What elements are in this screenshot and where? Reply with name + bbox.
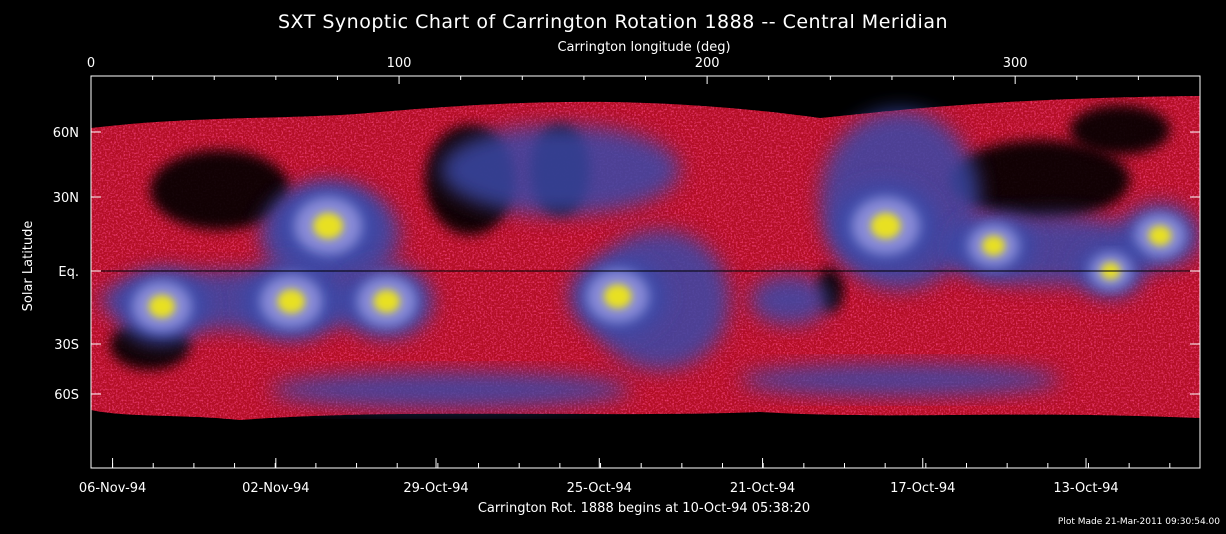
top-tick-label: 100 <box>387 56 412 71</box>
diffuse-region <box>750 275 830 325</box>
bottom-tick-label: 13-Oct-94 <box>1053 481 1118 496</box>
bottom-tick-label: 21-Oct-94 <box>730 481 795 496</box>
top-tick-label: 200 <box>695 56 720 71</box>
bottom-tick-label: 25-Oct-94 <box>567 481 632 496</box>
bottom-axis-label: Carrington Rot. 1888 begins at 10-Oct-94… <box>478 501 810 516</box>
heatmap-image <box>91 76 1200 468</box>
coronal-hole <box>1070 105 1170 155</box>
bottom-tick-label: 06-Nov-94 <box>79 481 147 496</box>
top-tick-label: 0 <box>87 56 95 71</box>
active-region <box>341 264 433 339</box>
left-tick-label: 60S <box>54 388 79 403</box>
chart-title: SXT Synoptic Chart of Carrington Rotatio… <box>278 11 948 33</box>
left-axis: 60N 30N Eq. 30S 60S <box>53 126 1200 403</box>
active-region-core <box>982 235 1006 256</box>
plot-made-note: Plot Made 21-Mar-2011 09:30:54.00 <box>1058 517 1220 527</box>
active-region-core <box>870 212 901 239</box>
active-region <box>1120 203 1200 268</box>
left-tick-label: Eq. <box>58 265 79 280</box>
bottom-tick-label: 17-Oct-94 <box>890 481 955 496</box>
active-region <box>276 183 381 268</box>
active-region <box>569 257 666 335</box>
diffuse-region <box>270 372 630 408</box>
active-region-core <box>1148 225 1172 246</box>
top-axis: 0 100 200 300 <box>87 56 1201 84</box>
active-region <box>243 262 340 340</box>
coronal-hole <box>950 140 1130 220</box>
active-region-core <box>313 212 344 239</box>
diffuse-region <box>740 364 1060 396</box>
left-tick-label: 30S <box>54 338 79 353</box>
active-region-core <box>277 289 306 314</box>
left-tick-label: 60N <box>53 126 79 141</box>
active-region <box>954 213 1034 278</box>
bottom-tick-label: 02-Nov-94 <box>242 481 310 496</box>
top-tick-label: 300 <box>1003 56 1028 71</box>
active-region-core <box>148 294 176 318</box>
active-region-core <box>373 289 400 313</box>
diffuse-region <box>440 125 680 215</box>
active-region <box>116 269 208 344</box>
top-axis-label: Carrington longitude (deg) <box>557 40 730 55</box>
active-region-core <box>603 284 632 309</box>
left-tick-label: 30N <box>53 191 79 206</box>
active-region <box>833 183 938 268</box>
coronal-hole <box>150 150 290 230</box>
bottom-axis: 06-Nov-94 02-Nov-94 29-Oct-94 25-Oct-94 21-O… <box>79 458 1171 496</box>
left-axis-label: Solar Latitude <box>21 221 36 312</box>
bottom-tick-label: 29-Oct-94 <box>403 481 468 496</box>
